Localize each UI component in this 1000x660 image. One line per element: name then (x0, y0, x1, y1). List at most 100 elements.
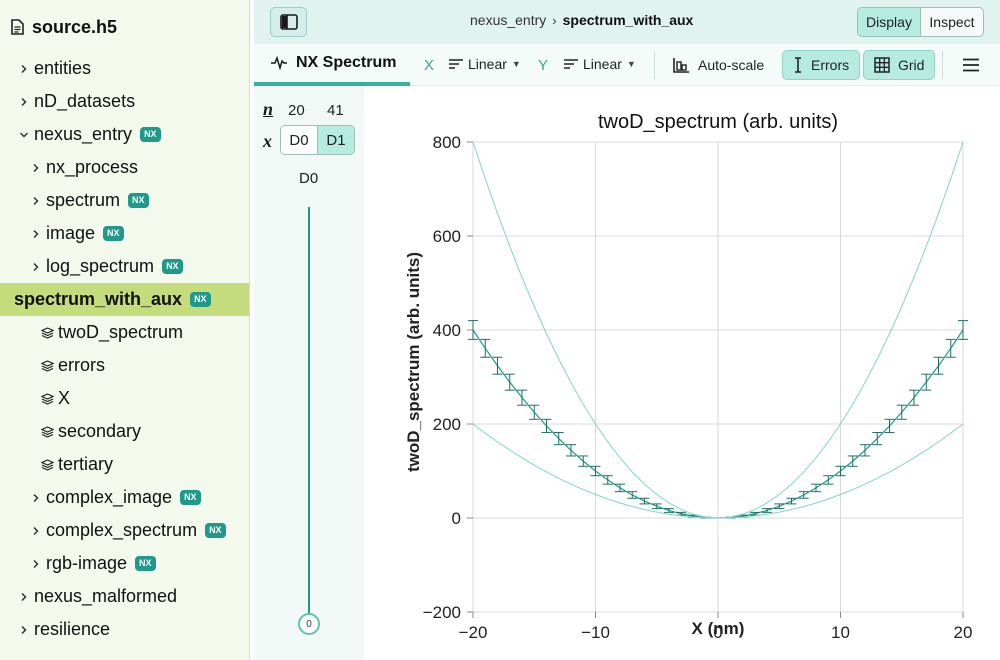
sort-lines-icon (449, 59, 463, 69)
dim-size-d0: 20 (288, 102, 305, 119)
slider-value: 0 (306, 618, 312, 630)
sort-lines-icon (564, 59, 578, 69)
y-tick-label: 800 (433, 133, 461, 152)
tree-item[interactable]: twoD_spectrum (0, 316, 249, 349)
tab-label: NX Spectrum (296, 54, 397, 71)
inspect-mode-button[interactable]: Inspect (920, 8, 983, 36)
dims-n-label: n (263, 99, 274, 119)
chevron-right-icon (26, 196, 46, 206)
tree-item-label: tertiary (58, 454, 114, 474)
tree-item-label: nD_datasets (34, 91, 136, 111)
x-dimension-selector: D0 D1 (280, 125, 355, 155)
caret-down-icon: ▼ (626, 59, 636, 69)
y-axis-title: twoD_spectrum (arb. units) (404, 252, 423, 472)
autoscale-icon (672, 57, 690, 73)
tree-item[interactable]: nx_process (0, 151, 249, 184)
x-axis-title: X (nm) (692, 619, 745, 638)
y-tick-label: 600 (433, 227, 461, 246)
chart-title: twoD_spectrum (arb. units) (598, 111, 838, 133)
tab-nx-spectrum[interactable]: NX Spectrum (254, 44, 410, 86)
tree-item-label: X (58, 388, 71, 408)
tree-item-label: nexus_malformed (34, 586, 178, 606)
line-chart-icon (270, 56, 288, 70)
tree-item[interactable]: resilience (0, 613, 249, 646)
tree-item-label: entities (34, 58, 92, 78)
tree-item-label: twoD_spectrum (58, 322, 184, 342)
nx-badge: NX (162, 259, 183, 274)
tree-item-label: complex_spectrum (46, 520, 198, 540)
dataset-stack-icon (38, 425, 56, 438)
tree-item[interactable]: nexus_entry NX (0, 118, 249, 151)
tree-item[interactable]: rgb-image NX (0, 547, 249, 580)
spectrum-chart[interactable]: −200 0 200 400 600 800 −20 −10 0 10 20 twoD_spectru… (364, 86, 1000, 660)
nx-badge: NX (103, 226, 124, 241)
tree-item[interactable]: complex_spectrum NX (0, 514, 249, 547)
y-tick-label: 0 (452, 509, 461, 528)
tree-item-label: secondary (58, 421, 142, 441)
nx-badge: NX (205, 523, 226, 538)
dataset-stack-icon (38, 458, 56, 471)
x-tick-label: −10 (581, 623, 610, 642)
tree-item[interactable]: X (0, 382, 249, 415)
chevron-right-icon (26, 229, 46, 239)
dim-d0-button[interactable]: D0 (281, 126, 317, 154)
sidebar-toggle-button[interactable] (270, 7, 307, 37)
mode-switch: Display Inspect (857, 7, 984, 37)
tree-item-label: log_spectrum (46, 256, 155, 276)
nx-badge: NX (135, 556, 156, 571)
menu-button[interactable] (959, 54, 983, 76)
dim-d1-button[interactable]: D1 (317, 126, 354, 154)
dim-size-d1: 41 (327, 102, 344, 119)
tree-item[interactable]: complex_image NX (0, 481, 249, 514)
autoscale-button[interactable]: Auto-scale (662, 50, 774, 80)
tree-item[interactable]: log_spectrum NX (0, 250, 249, 283)
y-scale-select[interactable]: Linear ▼ (563, 56, 636, 72)
chevron-right-icon (26, 493, 46, 503)
tree-item[interactable]: nD_datasets (0, 85, 249, 118)
chevron-right-icon (26, 262, 46, 272)
error-bar-icon (793, 57, 803, 73)
autoscale-label: Auto-scale (698, 57, 765, 73)
tree-item[interactable]: spectrum NX (0, 184, 249, 217)
tree-item-label: rgb-image (46, 553, 128, 573)
tree-item[interactable]: entities (0, 52, 249, 85)
d0-slider-track[interactable] (308, 207, 310, 615)
d0-slider-thumb[interactable]: 0 (298, 613, 320, 635)
dataset-stack-icon (38, 359, 56, 372)
grid-icon (874, 57, 890, 73)
y-tick-label: 200 (433, 415, 461, 434)
tree-item-label: complex_image (46, 487, 173, 507)
chevron-down-icon (14, 130, 34, 140)
tree-item-label: spectrum_with_aux (14, 289, 183, 309)
plot-area[interactable]: −200 0 200 400 600 800 −20 −10 0 10 20 twoD_spectru… (364, 86, 1000, 660)
errors-toggle[interactable]: Errors (782, 50, 861, 80)
dimension-mapper: n 20 41 x D0 D1 D0 0 (254, 86, 364, 660)
display-mode-button[interactable]: Display (858, 8, 920, 36)
chevron-right-icon: › (552, 12, 557, 28)
y-scale-value: Linear (583, 56, 622, 72)
y-tick-label: −200 (423, 603, 461, 622)
x-axis-label: X (424, 57, 435, 74)
y-tick-label: 400 (433, 321, 461, 340)
x-scale-select[interactable]: Linear ▼ (448, 56, 521, 72)
chevron-right-icon (26, 559, 46, 569)
file-title: source.h5 (10, 14, 117, 40)
grid-label: Grid (898, 57, 925, 73)
x-tick-label: 20 (954, 623, 973, 642)
tree-item[interactable]: secondary (0, 415, 249, 448)
slider-label: D0 (299, 170, 319, 187)
chevron-right-icon (14, 625, 34, 635)
series-line (472, 423, 964, 519)
grid-toggle[interactable]: Grid (863, 50, 936, 80)
y-axis-label: Y (538, 57, 549, 74)
breadcrumb: nexus_entry › spectrum_with_aux (470, 12, 693, 28)
nx-badge: NX (140, 127, 161, 142)
tree-item[interactable]: spectrum_with_aux NX (0, 283, 249, 316)
tree-item[interactable]: errors (0, 349, 249, 382)
tree-item[interactable]: tertiary (0, 448, 249, 481)
tree-item[interactable]: image NX (0, 217, 249, 250)
sidebar-toggle-icon (279, 14, 298, 30)
chevron-right-icon (14, 592, 34, 602)
tree-item[interactable]: nexus_malformed (0, 580, 249, 613)
breadcrumb-parent[interactable]: nexus_entry (470, 12, 547, 28)
